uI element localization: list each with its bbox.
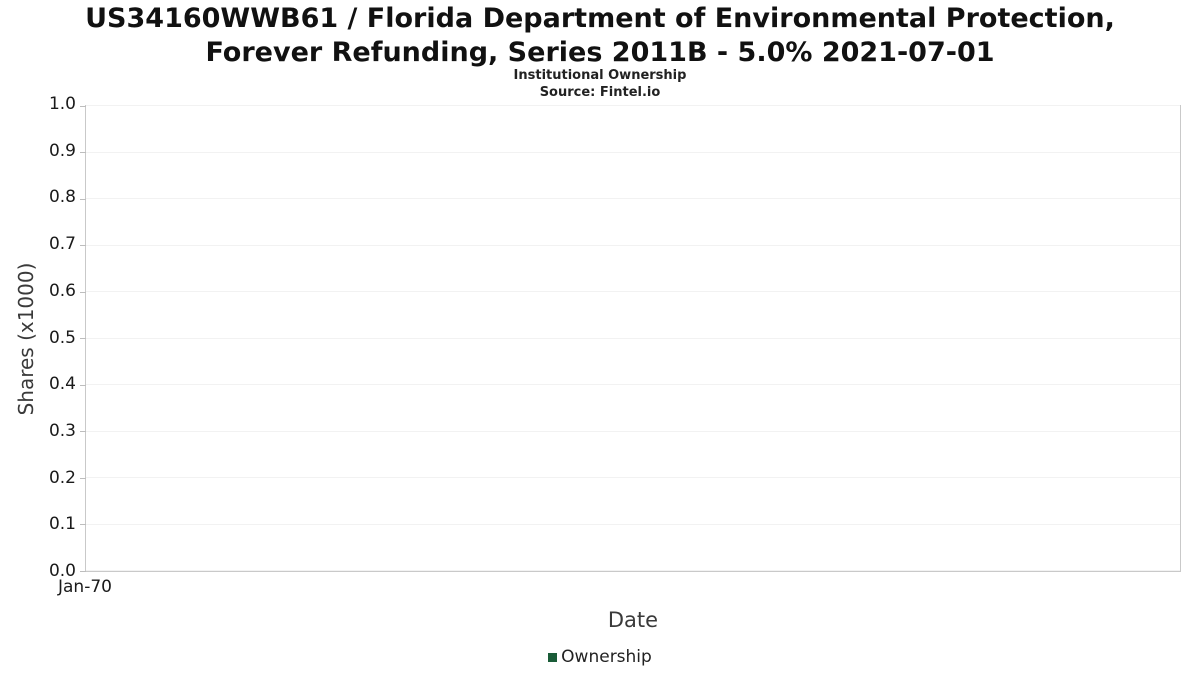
y-tick-label: 0.0 (48, 561, 76, 581)
y-tick-mark (80, 198, 86, 200)
gridline (86, 291, 1180, 292)
y-tick-mark (80, 152, 86, 153)
gridline (86, 337, 1180, 339)
gridline (86, 105, 1180, 106)
legend-label-ownership[interactable]: Ownership (561, 647, 652, 667)
gridline (86, 151, 1180, 153)
gridline (86, 384, 1180, 385)
y-tick-label: 0.3 (48, 420, 76, 441)
y-tick-label: 0.1 (48, 514, 76, 535)
gridline (86, 570, 1180, 571)
y-tick-mark (80, 431, 86, 432)
y-tick-label: 0.9 (48, 140, 76, 161)
chart-subtitle: Institutional Ownership (513, 68, 687, 83)
y-tick-mark (80, 524, 86, 525)
y-tick-label: 0.7 (48, 234, 76, 255)
y-tick-mark (80, 105, 86, 107)
y-tick-mark (80, 338, 86, 339)
plot-area (80, 105, 1181, 572)
legend: Ownership (0, 647, 1200, 667)
y-tick-mark (80, 384, 86, 386)
chart-title: US34160WWB61 / Florida Department of Env… (85, 3, 1115, 68)
y-tick-mark (80, 245, 86, 246)
gridline (86, 198, 1180, 199)
y-tick-mark (80, 477, 86, 479)
gridline (86, 244, 1180, 246)
chart-source-label: Source: Fintel.io (539, 85, 661, 100)
y-tick-label: 0.4 (48, 374, 76, 395)
x-tick-label: Jan-70 (58, 577, 112, 597)
y-tick-mark (80, 291, 86, 293)
y-tick-label: 0.8 (48, 187, 76, 208)
x-axis-title: Date (607, 608, 659, 632)
legend-swatch-ownership[interactable] (548, 652, 558, 662)
gridline (86, 477, 1180, 478)
y-tick-label: 1.0 (48, 94, 76, 114)
y-tick-label: 0.6 (48, 280, 76, 301)
gridline (86, 430, 1180, 432)
y-tick-label: 0.5 (48, 327, 76, 348)
y-tick-mark (80, 570, 86, 572)
gridline (86, 523, 1180, 525)
y-tick-label: 0.2 (48, 467, 76, 488)
